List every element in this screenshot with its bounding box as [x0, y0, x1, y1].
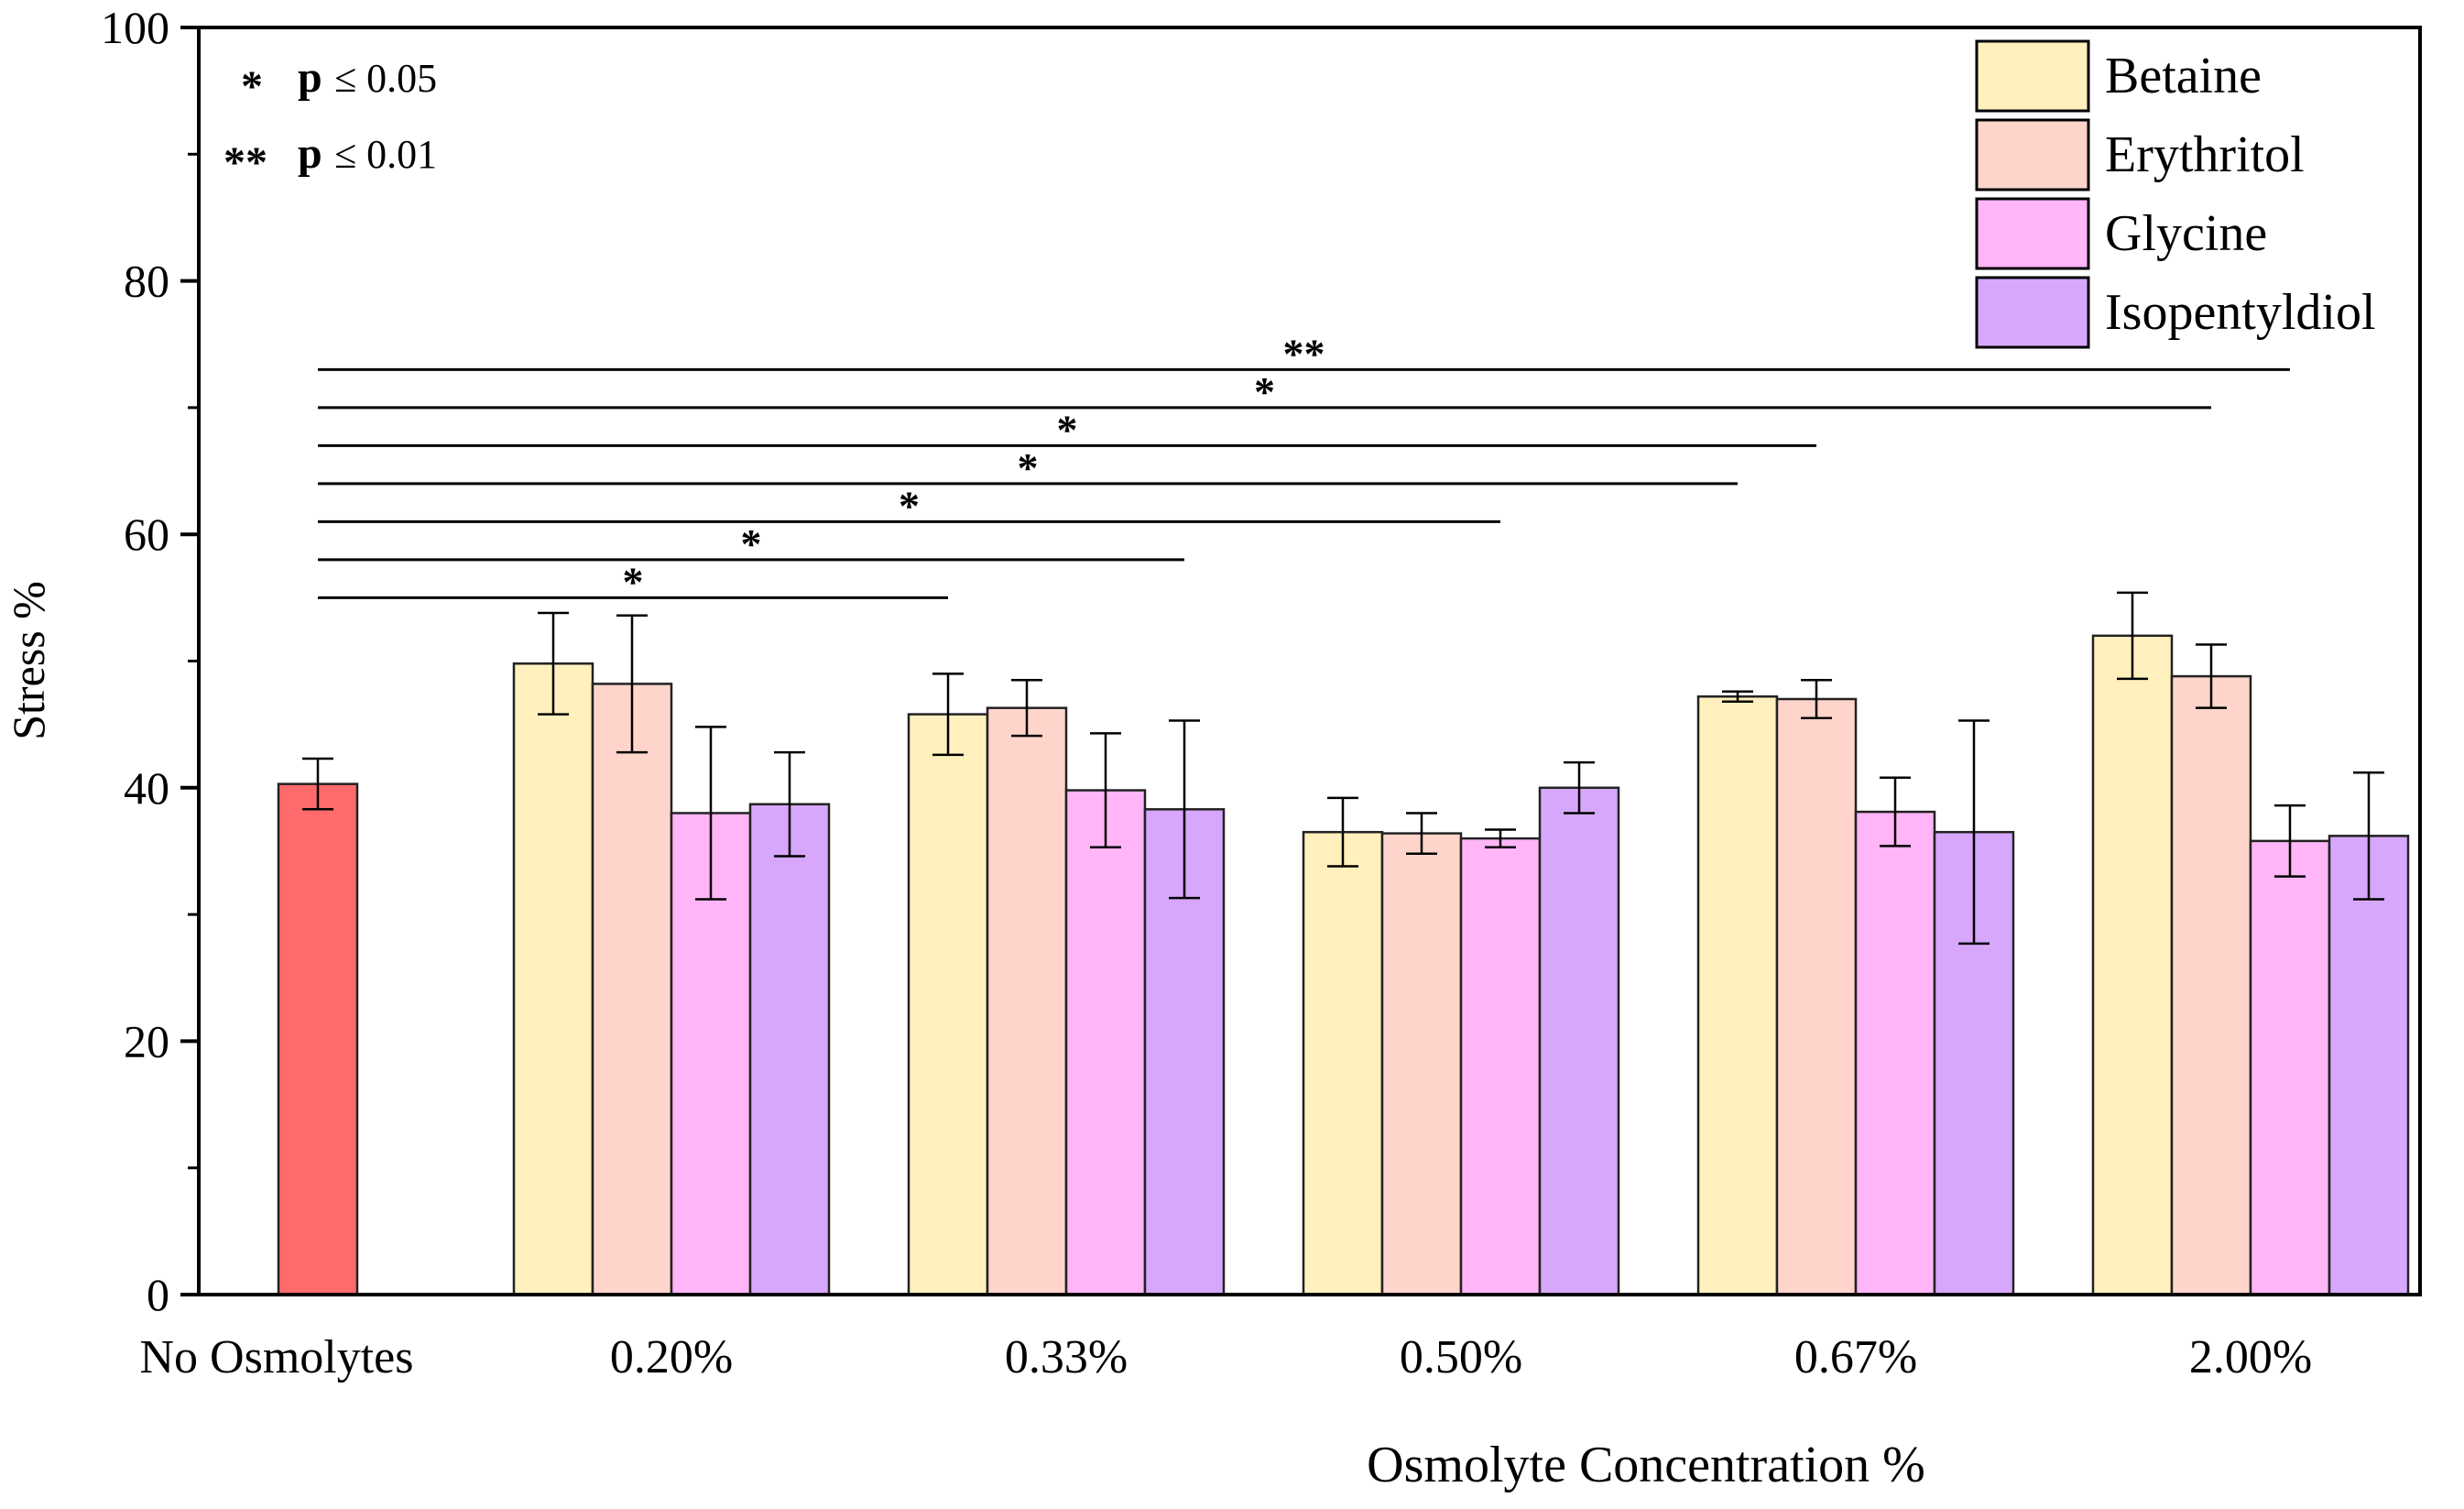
error-bar-2-00-glycine — [2274, 804, 2306, 878]
y-axis-label: Stress % — [3, 581, 54, 740]
significance-7-label: ** — [1283, 330, 1325, 377]
legend-swatch-isopentyldiol — [1975, 276, 2090, 349]
x-tick-label-0-33: 0.33% — [1005, 1331, 1128, 1383]
bar-0-67-betaine — [1696, 694, 1779, 1296]
error-bars-layer — [302, 591, 2384, 946]
key-p-text-005: ≤ 0.05 — [334, 56, 437, 101]
y-tick-label-20: 20 — [124, 1015, 169, 1066]
legend-label-erythritol: Erythritol — [2105, 126, 2305, 183]
legend-item-isopentyldiol: Isopentyldiol — [1975, 276, 2376, 349]
error-bar-2-00-erythritol — [2196, 643, 2227, 709]
y-tick-label-80: 80 — [124, 256, 169, 307]
error-bar-0-50-betaine — [1327, 796, 1358, 868]
key-p-label-001: p — [298, 129, 322, 178]
legend-label-betaine: Betaine — [2105, 48, 2262, 104]
error-bar-2-00-isopentyldiol — [2353, 771, 2384, 901]
legend-item-betaine: Betaine — [1975, 39, 2262, 113]
significance-4-label: * — [1018, 444, 1039, 491]
key-single-star: * — [241, 62, 263, 111]
bar-0-20-erythritol — [591, 683, 673, 1296]
legend-swatch-betaine — [1975, 39, 2090, 113]
legend-label-glycine: Glycine — [2105, 205, 2267, 262]
error-bar-0-33-erythritol — [1011, 678, 1042, 738]
bar-2-00-glycine — [2249, 839, 2331, 1296]
x-tick-label-2-00: 2.00% — [2189, 1331, 2312, 1383]
bar-0-33-betaine — [907, 713, 989, 1296]
x-tick-label-0-67: 0.67% — [1794, 1331, 1917, 1383]
significance-2-label: * — [741, 520, 762, 567]
error-bar-0-67-glycine — [1880, 776, 1911, 847]
legend-item-glycine: Glycine — [1975, 197, 2267, 270]
bar-2-00-isopentyldiol — [2328, 835, 2410, 1296]
error-bar-2-00-betaine — [2117, 591, 2148, 681]
error-bar-0-20-glycine — [695, 726, 726, 901]
legend-label-isopentyldiol: Isopentyldiol — [2105, 284, 2376, 341]
bar-0-20-isopentyldiol — [748, 803, 831, 1296]
key-double-star: ** — [224, 138, 267, 187]
bar-2-00-erythritol — [2170, 674, 2252, 1296]
legend: Betaine Erythritol Glycine Isopentyldiol — [1975, 39, 2376, 349]
error-bar-no-osmolytes — [302, 757, 333, 811]
x-tick-label-0-50: 0.50% — [1400, 1331, 1522, 1383]
x-tick-label-0-20: 0.20% — [610, 1331, 733, 1383]
legend-swatch-glycine — [1975, 197, 2090, 270]
error-bar-0-67-betaine — [1722, 690, 1753, 704]
key-p-label-005: p — [298, 53, 322, 102]
axes-layer: 0 20 40 60 80 100 No Osmolytes 0.20% 0.33% 0.50% 0… — [101, 2, 2312, 1383]
x-axis-label: Osmolyte Concentration % — [1367, 1437, 1925, 1493]
bar-0-33-erythritol — [986, 706, 1068, 1296]
significance-1-label: * — [623, 558, 644, 605]
error-bar-0-50-isopentyldiol — [1564, 760, 1595, 815]
bar-0-50-glycine — [1459, 837, 1542, 1296]
significance-6-label: * — [1254, 368, 1275, 415]
bar-2-00-betaine — [2091, 634, 2174, 1296]
error-bar-0-50-glycine — [1485, 828, 1516, 849]
significance-key: * p ≤ 0.05 ** p ≤ 0.01 — [224, 53, 437, 187]
y-tick-label-40: 40 — [124, 762, 169, 814]
significance-3-label: * — [899, 482, 920, 529]
y-tick-label-0: 0 — [147, 1269, 169, 1320]
key-p-text-001: ≤ 0.01 — [334, 132, 437, 177]
legend-swatch-erythritol — [1975, 118, 2090, 191]
error-bar-0-20-isopentyldiol — [774, 750, 805, 858]
error-bar-0-67-isopentyldiol — [1958, 719, 1990, 946]
bar-0-50-erythritol — [1380, 832, 1463, 1296]
y-tick-label-60: 60 — [124, 508, 169, 560]
error-bar-0-20-betaine — [538, 611, 569, 716]
error-bar-0-50-erythritol — [1406, 812, 1437, 855]
legend-item-erythritol: Erythritol — [1975, 118, 2305, 191]
error-bar-0-33-betaine — [932, 672, 964, 757]
error-bar-0-33-isopentyldiol — [1169, 719, 1200, 900]
error-bar-0-67-erythritol — [1801, 678, 1832, 719]
x-tick-label-no-osmolytes: No Osmolytes — [140, 1331, 414, 1383]
bar-0-67-erythritol — [1775, 697, 1858, 1296]
error-bar-0-33-glycine — [1090, 732, 1121, 849]
bar-0-33-glycine — [1064, 789, 1147, 1296]
bar-0-50-betaine — [1302, 830, 1384, 1296]
significance-5-label: * — [1057, 406, 1078, 453]
bar-no-osmolytes — [277, 782, 359, 1296]
bar-0-67-glycine — [1854, 810, 1936, 1296]
bar-0-50-isopentyldiol — [1538, 786, 1620, 1296]
bar-0-20-betaine — [512, 662, 594, 1296]
significance-layer: ******** — [318, 330, 2290, 605]
error-bar-0-20-erythritol — [616, 614, 648, 754]
y-tick-label-100: 100 — [101, 2, 169, 53]
